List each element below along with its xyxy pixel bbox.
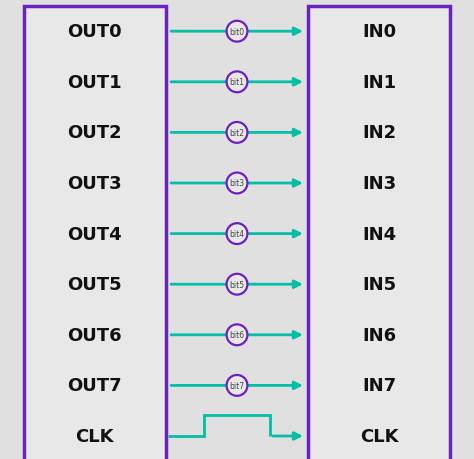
Text: OUT2: OUT2 <box>67 124 122 142</box>
Ellipse shape <box>227 274 247 295</box>
Text: IN5: IN5 <box>362 275 396 294</box>
Text: IN1: IN1 <box>362 73 396 92</box>
Text: IN7: IN7 <box>362 376 396 395</box>
Text: OUT0: OUT0 <box>67 23 122 41</box>
Ellipse shape <box>227 123 247 144</box>
Text: OUT1: OUT1 <box>67 73 122 92</box>
Ellipse shape <box>227 72 247 93</box>
Ellipse shape <box>227 22 247 43</box>
Text: bit4: bit4 <box>229 230 245 239</box>
Text: IN6: IN6 <box>362 326 396 344</box>
Text: IN3: IN3 <box>362 174 396 193</box>
Text: CLK: CLK <box>360 427 399 445</box>
Text: OUT4: OUT4 <box>67 225 122 243</box>
Text: OUT7: OUT7 <box>67 376 122 395</box>
Text: bit2: bit2 <box>229 129 245 138</box>
Bar <box>24 7 166 459</box>
Text: IN0: IN0 <box>362 23 396 41</box>
Ellipse shape <box>227 325 247 346</box>
Text: OUT3: OUT3 <box>67 174 122 193</box>
Ellipse shape <box>227 173 247 194</box>
Text: IN2: IN2 <box>362 124 396 142</box>
Bar <box>308 7 450 459</box>
Ellipse shape <box>227 375 247 396</box>
Text: bit6: bit6 <box>229 330 245 340</box>
Text: OUT5: OUT5 <box>67 275 122 294</box>
Text: OUT6: OUT6 <box>67 326 122 344</box>
Text: bit7: bit7 <box>229 381 245 390</box>
Text: bit5: bit5 <box>229 280 245 289</box>
Ellipse shape <box>227 224 247 245</box>
Text: bit0: bit0 <box>229 28 245 37</box>
Text: bit1: bit1 <box>229 78 245 87</box>
Text: CLK: CLK <box>75 427 114 445</box>
Text: IN4: IN4 <box>362 225 396 243</box>
Text: bit3: bit3 <box>229 179 245 188</box>
